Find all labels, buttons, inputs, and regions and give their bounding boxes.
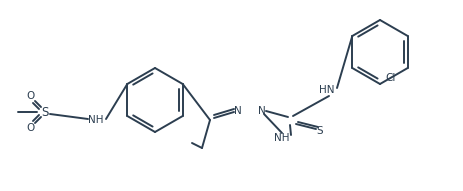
Text: Cl: Cl bbox=[385, 73, 395, 83]
Text: N: N bbox=[234, 106, 242, 116]
Text: S: S bbox=[41, 105, 49, 118]
Text: S: S bbox=[317, 126, 323, 136]
Text: O: O bbox=[26, 123, 34, 133]
Text: HN: HN bbox=[319, 85, 335, 95]
Text: O: O bbox=[26, 91, 34, 101]
Text: N: N bbox=[258, 106, 266, 116]
Text: NH: NH bbox=[88, 115, 104, 125]
Text: NH: NH bbox=[274, 133, 290, 143]
